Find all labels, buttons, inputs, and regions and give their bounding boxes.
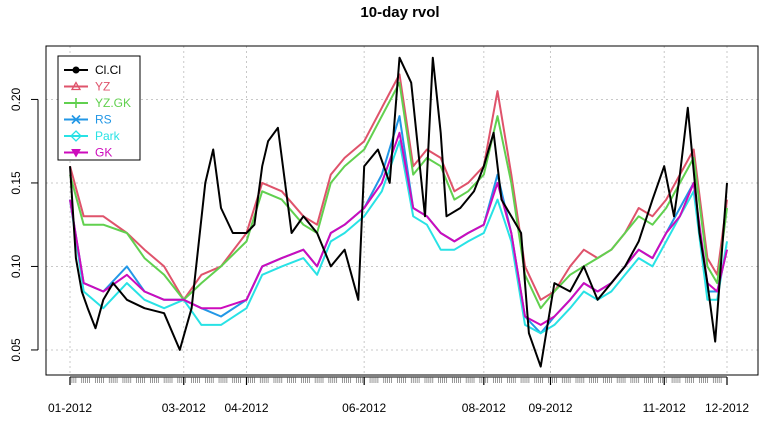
y-tick-label-1: 0.10 [9,254,23,278]
x-tick-label-5: 09-2012 [528,401,572,415]
legend-label-cl-cl: Cl.Cl [95,63,121,77]
x-tick-label-1: 03-2012 [162,401,206,415]
series-line-yz [69,73,728,301]
series-line-park [69,140,728,335]
x-axis: 01-2012 03-2012 04-2012 06-2012 08-2012 09-20… [48,376,749,415]
x-tick-label-2: 04-2012 [224,401,268,415]
legend-box [57,55,141,161]
legend-marker-gk [71,149,81,158]
legend-label-park: Park [95,129,121,143]
legend-label-yz: YZ [95,80,110,94]
legend-marker-rs [71,114,81,125]
legend-label-yz-gk: YZ.GK [95,96,131,110]
legend-marker-yz-gk [71,98,81,108]
series-line-cl-cl [69,56,728,368]
x-tick-label-0: 01-2012 [48,401,92,415]
y-tick-label-3: 0.20 [9,87,23,111]
x-tick-label-4: 08-2012 [462,401,506,415]
y-axis: 0.05 0.10 0.15 0.20 [9,87,39,362]
legend-marker-park [70,130,82,142]
legend-marker-cl-cl [72,66,80,74]
y-tick-label-2: 0.15 [9,171,23,195]
series-line-gk [69,131,728,326]
series-line-yz-gk [69,81,728,310]
x-tick-label-7: 12-2012 [705,401,749,415]
chart-title: 10-day rvol [360,4,439,21]
legend: Cl.Cl YZ YZ.GK RS Park GK [57,55,141,161]
x-tick-label-6: 11-2012 [643,401,686,415]
legend-marker-yz [70,81,82,91]
x-tick-label-3: 06-2012 [342,401,386,415]
series-lines [69,56,728,368]
plot-frame [45,45,759,376]
legend-label-gk: GK [95,146,112,160]
legend-label-rs: RS [95,113,112,127]
y-tick-label-0: 0.05 [9,338,23,362]
